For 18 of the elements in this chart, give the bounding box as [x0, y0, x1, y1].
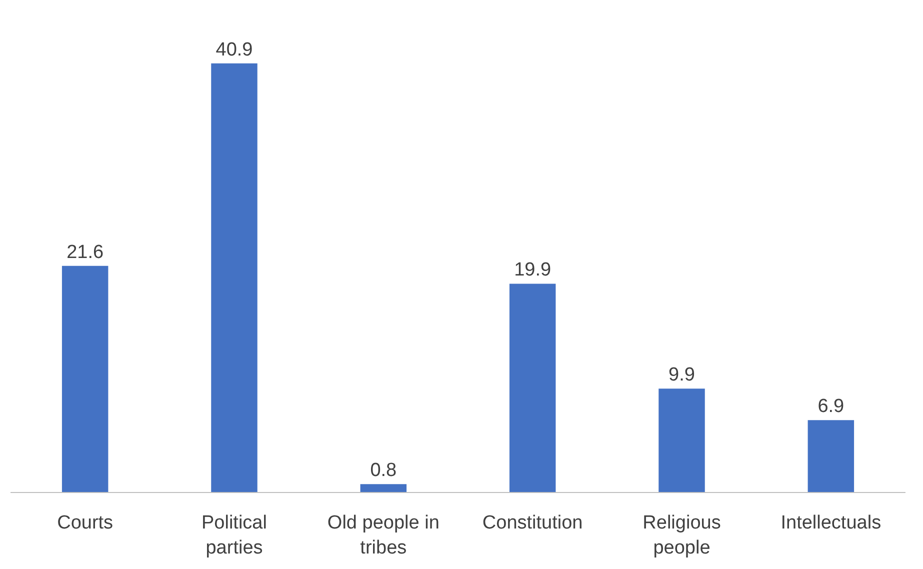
- data-label: 0.8: [370, 460, 397, 482]
- x-tick-label: Courts: [57, 512, 114, 534]
- bar: [509, 284, 556, 492]
- data-label: 40.9: [216, 39, 253, 60]
- data-label: 9.9: [668, 364, 695, 386]
- bar: [360, 484, 407, 492]
- x-tick-label: Religious people: [642, 512, 721, 559]
- x-tick-label: Intellectuals: [780, 512, 882, 534]
- bar: [808, 420, 854, 492]
- data-label: 21.6: [66, 242, 104, 263]
- bar: [658, 388, 705, 492]
- bar: [211, 63, 258, 492]
- data-label: 6.9: [818, 396, 844, 418]
- data-label: 19.9: [514, 260, 552, 281]
- x-tick-label: Constitution: [482, 512, 583, 534]
- x-tick-label: Political parties: [202, 512, 267, 559]
- bar: [62, 266, 108, 492]
- x-tick-label: Old people in tribes: [327, 512, 440, 559]
